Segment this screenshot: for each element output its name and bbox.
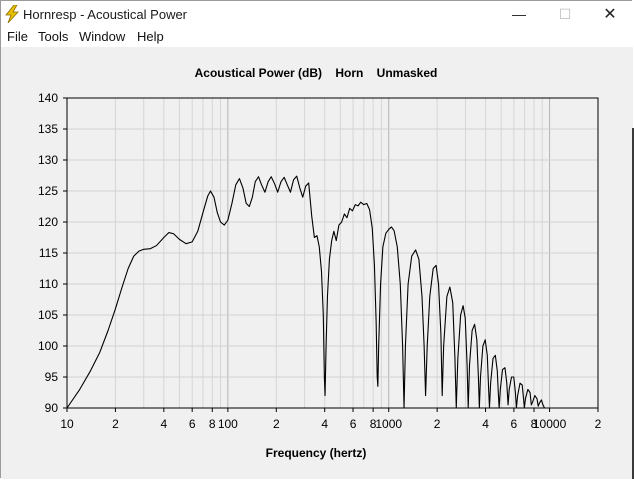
x-tick-label: 6 — [189, 417, 196, 431]
chart-title: Acoustical Power (dB) Horn Unmasked — [195, 66, 438, 80]
x-tick-label: 10000 — [533, 417, 567, 431]
menu-tools[interactable]: Tools — [38, 29, 69, 44]
close-button[interactable]: ✕ — [603, 6, 617, 23]
menu-help[interactable]: Help — [137, 29, 164, 44]
x-tick-label: 4 — [482, 417, 489, 431]
x-tick-label: 8 — [370, 417, 377, 431]
menu-bar: File Tools Window Help — [1, 28, 633, 47]
y-tick-label: 125 — [38, 184, 58, 198]
maximize-button[interactable]: ☐ — [558, 6, 572, 22]
x-tick-label: 100 — [218, 417, 238, 431]
x-tick-label: 2 — [595, 417, 602, 431]
y-tick-label: 100 — [38, 339, 58, 353]
x-tick-label: 2 — [273, 417, 280, 431]
chart-area: Acoustical Power (dB) Horn Unmasked 90 95… — [1, 47, 633, 479]
x-tick-label: 8 — [531, 417, 538, 431]
x-tick-label: 1000 — [375, 417, 402, 431]
y-axis-ticks: 90 95 100 105 110 115 120 125 130 135 140 — [38, 91, 67, 415]
x-tick-label: 6 — [350, 417, 357, 431]
x-tick-label: 2 — [434, 417, 441, 431]
chart-grid — [67, 98, 598, 408]
x-tick-label: 10 — [60, 417, 74, 431]
window-title: Hornresp - Acoustical Power — [23, 7, 188, 22]
y-tick-label: 105 — [38, 308, 58, 322]
y-tick-label: 140 — [38, 91, 58, 105]
y-tick-label: 115 — [39, 246, 58, 260]
y-tick-label: 110 — [39, 277, 58, 291]
x-axis-label: Frequency (hertz) — [266, 446, 367, 460]
y-tick-label: 135 — [38, 122, 58, 136]
series-line — [66, 175, 546, 409]
lightning-bolt-icon — [5, 5, 19, 23]
x-tick-label: 4 — [161, 417, 168, 431]
minimize-button[interactable]: — — [512, 6, 526, 22]
y-tick-label: 95 — [45, 370, 59, 384]
chart-series — [66, 175, 546, 409]
y-tick-label: 120 — [38, 215, 58, 229]
acoustical-power-chart: Acoustical Power (dB) Horn Unmasked 90 95… — [38, 66, 602, 460]
x-tick-label: 6 — [511, 417, 518, 431]
x-tick-label: 8 — [209, 417, 216, 431]
menu-window[interactable]: Window — [79, 29, 126, 44]
y-tick-label: 90 — [45, 401, 59, 415]
title-bar[interactable]: Hornresp - Acoustical Power — ☐ ✕ — [1, 1, 633, 28]
background-window-edge — [632, 128, 634, 479]
y-tick-label: 130 — [38, 153, 58, 167]
x-tick-label: 2 — [112, 417, 119, 431]
x-tick-label: 4 — [321, 417, 328, 431]
menu-file[interactable]: File — [7, 29, 28, 44]
